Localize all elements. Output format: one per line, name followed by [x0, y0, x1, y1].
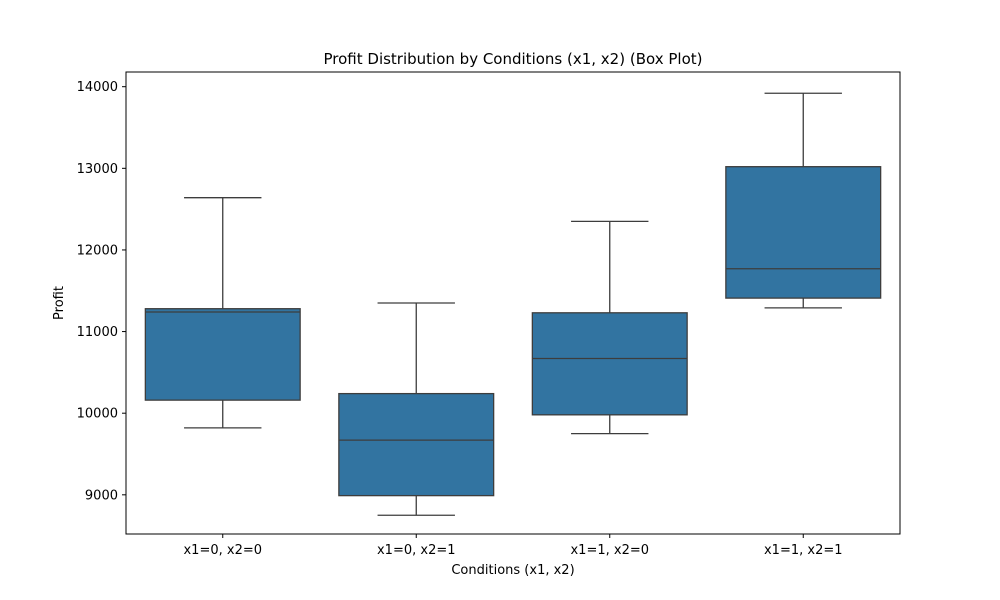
box-iqr — [531, 312, 688, 416]
x-tick-label: x1=0, x2=1 — [377, 543, 456, 558]
chart-title: Profit Distribution by Conditions (x1, x… — [324, 50, 703, 68]
plot-area: 9000 10000 11000 12000 13000 14000 x1=0, x2=0 x… — [77, 71, 901, 558]
y-tick-label: 10000 — [77, 407, 118, 422]
x-tick-label: x1=0, x2=0 — [183, 543, 262, 558]
box-iqr — [338, 392, 495, 497]
axes-frame — [125, 71, 901, 535]
x-tick-label: x1=1, x2=1 — [764, 543, 843, 558]
y-tick-label: 13000 — [77, 162, 118, 177]
y-axis-label: Profit — [52, 286, 67, 320]
y-tick-label: 11000 — [77, 325, 118, 340]
y-tick-label: 9000 — [85, 488, 118, 503]
box-iqr — [725, 166, 882, 299]
x-tick-label: x1=1, x2=0 — [570, 543, 649, 558]
box-iqr — [144, 308, 301, 401]
x-axis-label: Conditions (x1, x2) — [451, 563, 574, 578]
y-tick-label: 12000 — [77, 243, 118, 258]
y-tick-label: 14000 — [77, 80, 118, 95]
